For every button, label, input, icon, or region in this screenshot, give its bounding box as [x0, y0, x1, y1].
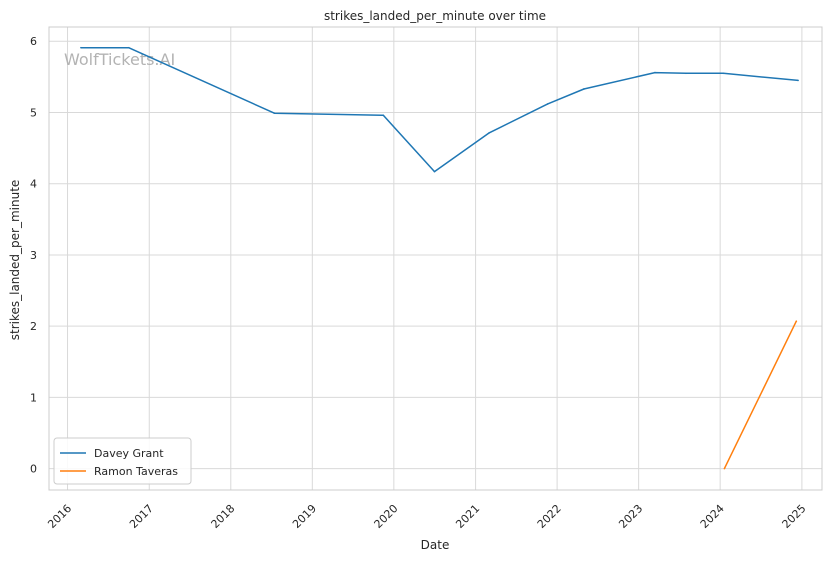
y-tick-label: 3 [30, 249, 37, 262]
y-axis-tick-labels: 0 1 2 3 4 5 6 [30, 35, 37, 475]
data-point [685, 72, 687, 75]
data-point [723, 467, 726, 470]
x-axis-label: Date [421, 538, 450, 552]
y-tick-label: 5 [30, 106, 37, 119]
y-axis-label: strikes_landed_per_minute [8, 180, 22, 341]
legend-box [53, 437, 192, 485]
y-tick-label: 1 [30, 391, 37, 404]
data-point [487, 132, 490, 134]
data-point [654, 71, 656, 74]
data-point [382, 114, 385, 117]
legend-label: Ramon Taveras [94, 465, 178, 478]
y-tick-label: 4 [30, 178, 37, 191]
y-tick-label: 2 [30, 320, 37, 333]
watermark-text: WolfTickets.AI [64, 50, 175, 69]
data-point [583, 88, 585, 90]
data-point [797, 79, 799, 82]
data-point [273, 112, 276, 114]
y-tick-label: 0 [30, 463, 37, 476]
series-lines [80, 46, 799, 470]
legend-items: Davey Grant Ramon Taveras [60, 447, 178, 478]
legend-label: Davey Grant [94, 447, 164, 460]
data-point [127, 46, 130, 49]
data-point [433, 170, 436, 173]
series-line-0 [80, 46, 799, 173]
data-point [546, 103, 549, 105]
grid-lines [49, 27, 822, 490]
y-tick-label: 6 [30, 35, 37, 48]
data-point [80, 46, 82, 49]
series-line-1 [723, 320, 797, 469]
data-point [795, 320, 798, 322]
plot-area-border [48, 26, 823, 491]
legend: Davey Grant Ramon Taveras [53, 437, 192, 485]
data-point [722, 72, 725, 75]
chart-title: strikes_landed_per_minute over time [324, 9, 546, 23]
